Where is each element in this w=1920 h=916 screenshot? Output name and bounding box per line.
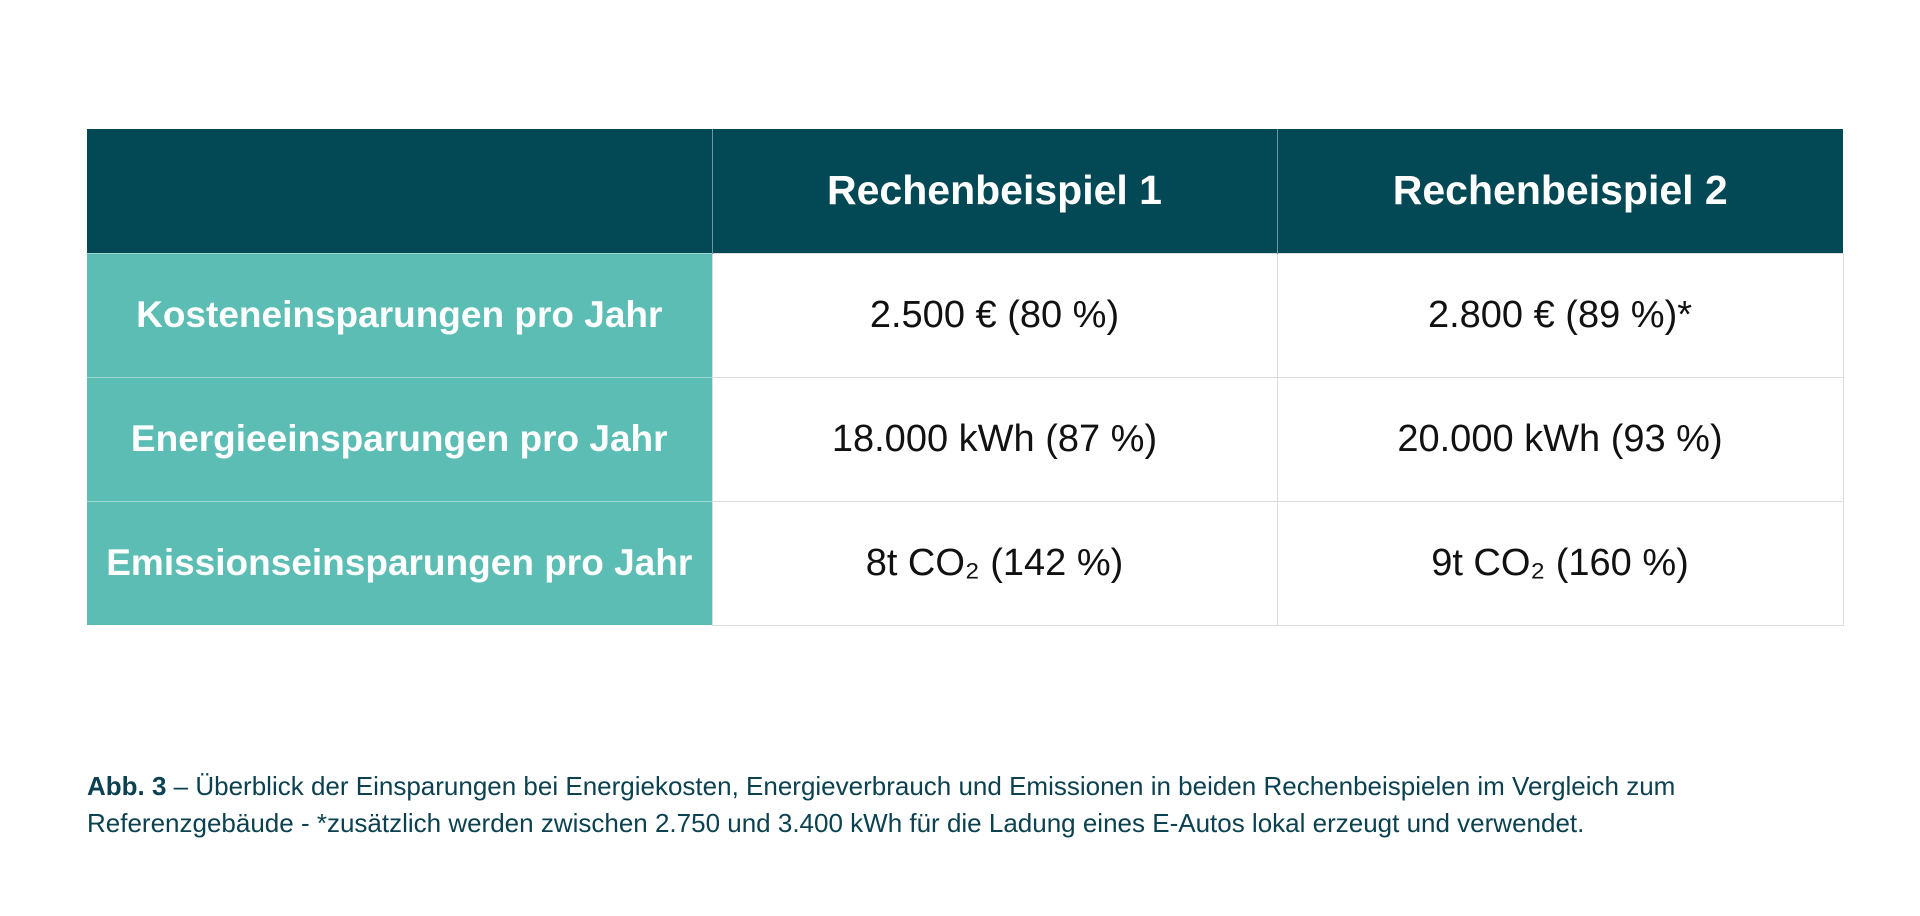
savings-table: Rechenbeispiel 1 Rechenbeispiel 2 Kosten…: [87, 129, 1844, 626]
cell-energie-beispiel-1: 18.000 kWh (87 %): [711, 376, 1278, 502]
table-row-energieeinsparungen: Energieeinsparungen pro Jahr 18.000 kWh …: [87, 376, 1844, 502]
caption-figure-label: Abb. 3: [87, 771, 167, 801]
table-row-kosteneinsparungen: Kosteneinsparungen pro Jahr 2.500 € (80 …: [87, 252, 1844, 378]
cell-kosten-beispiel-2: 2.800 € (89 %)*: [1276, 252, 1844, 378]
caption-text: – Überblick der Einsparungen bei Energie…: [87, 771, 1676, 838]
row-label-emissionseinsparungen: Emissionseinsparungen pro Jahr: [87, 500, 712, 625]
row-label-energieeinsparungen: Energieeinsparungen pro Jahr: [87, 376, 712, 501]
row-label-kosteneinsparungen: Kosteneinsparungen pro Jahr: [87, 252, 712, 377]
cell-energie-beispiel-2: 20.000 kWh (93 %): [1276, 376, 1844, 502]
figure-caption: Abb. 3 – Überblick der Einsparungen bei …: [87, 768, 1847, 842]
cell-emission-beispiel-2: 9t CO₂ (160 %): [1276, 500, 1844, 626]
cell-kosten-beispiel-1: 2.500 € (80 %): [711, 252, 1278, 378]
header-rechenbeispiel-1: Rechenbeispiel 1: [711, 129, 1277, 253]
header-corner-cell: [87, 129, 712, 253]
table-row-emissionseinsparungen: Emissionseinsparungen pro Jahr 8t CO₂ (1…: [87, 500, 1844, 626]
cell-emission-beispiel-1: 8t CO₂ (142 %): [711, 500, 1278, 626]
header-rechenbeispiel-2: Rechenbeispiel 2: [1276, 129, 1843, 253]
table-header-row: Rechenbeispiel 1 Rechenbeispiel 2: [87, 129, 1843, 253]
